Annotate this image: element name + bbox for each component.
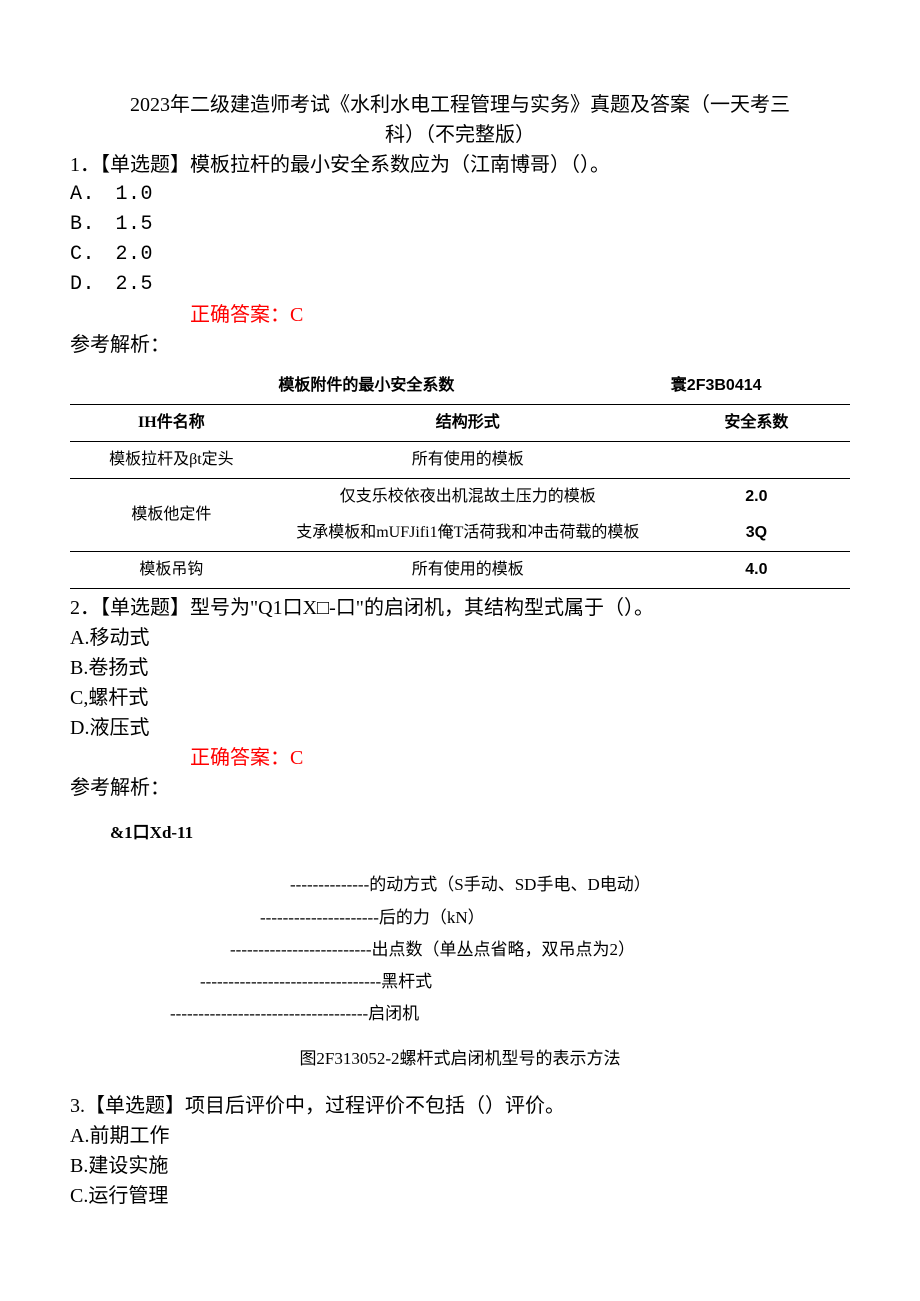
q2-analysis-label: 参考解析：	[70, 773, 850, 803]
safety-factor-table: 模板附件的最小安全系数 寰2F3B0414 IH件名称 结构形式 安全系数 模板…	[70, 368, 850, 589]
tree-head: &1口Xd-11	[110, 817, 850, 849]
q1-answer: 正确答案：C	[190, 300, 850, 330]
tree-figure-caption: 图2F313052-2螺杆式启闭机型号的表示方法	[70, 1043, 850, 1075]
q1-stem: 1．【单选题】模板拉杆的最小安全系数应为（江南博哥）（）。	[70, 150, 850, 180]
tree-line-1: --------------的动方式（S手动、SD手电、D电动）	[290, 869, 850, 901]
table-header-1: IH件名称	[70, 405, 273, 442]
q1-option-b: B. 1.5	[70, 210, 850, 240]
q2-option-b: B.卷扬式	[70, 653, 850, 683]
table-header-2: 结构形式	[273, 405, 663, 442]
q2-stem: 2．【单选题】型号为"Q1口X□-口"的启闭机，其结构型式属于（）。	[70, 593, 850, 623]
table-r1c1: 模板拉杆及βt定头	[70, 442, 273, 479]
q1-option-a: A. 1.0	[70, 180, 850, 210]
table-caption-right: 寰2F3B0414	[663, 368, 850, 405]
table-r1c3	[663, 442, 850, 479]
q1-analysis-label: 参考解析：	[70, 330, 850, 360]
table-caption-left: 模板附件的最小安全系数	[70, 368, 663, 405]
q2-option-d: D.液压式	[70, 713, 850, 743]
table-r1c2: 所有使用的模板	[273, 442, 663, 479]
q3-option-a: A.前期工作	[70, 1121, 850, 1151]
q3-option-b: B.建设实施	[70, 1151, 850, 1181]
table-r3c2: 所有使用的模板	[273, 552, 663, 589]
table-r2c2b: 支承模板和mUFJifi1俺T活荷我和冲击荷载的模板	[273, 515, 663, 552]
table-r3c3: 4.0	[663, 552, 850, 589]
tree-line-3: -------------------------出点数（单丛点省略，双吊点为2…	[230, 934, 850, 966]
model-code-tree: &1口Xd-11 --------------的动方式（S手动、SD手电、D电动…	[110, 817, 850, 1075]
page-title-line-1: 2023年二级建造师考试《水利水电工程管理与实务》真题及答案（一天考三	[70, 90, 850, 120]
table-header-3: 安全系数	[663, 405, 850, 442]
q2-answer: 正确答案：C	[190, 743, 850, 773]
q2-option-c: C,螺杆式	[70, 683, 850, 713]
q3-stem: 3.【单选题】项目后评价中，过程评价不包括（）评价。	[70, 1091, 850, 1121]
table-r2c3a: 2.0	[663, 479, 850, 516]
table-r2c3b: 3Q	[663, 515, 850, 552]
tree-line-5: -----------------------------------启闭机	[170, 998, 850, 1030]
q1-option-c: C. 2.0	[70, 240, 850, 270]
q3-option-c: C.运行管理	[70, 1181, 850, 1211]
page-title-line-2: 科）（不完整版）	[70, 120, 850, 150]
table-r3c1: 模板吊钩	[70, 552, 273, 589]
tree-line-2: ---------------------后的力（kN）	[260, 902, 850, 934]
q1-option-d: D. 2.5	[70, 270, 850, 300]
table-r2c1: 模板他定件	[70, 479, 273, 552]
q2-option-a: A.移动式	[70, 623, 850, 653]
tree-line-4: --------------------------------黑杆式	[200, 966, 850, 998]
table-r2c2a: 仅支乐校依夜出机混故土压力的模板	[273, 479, 663, 516]
